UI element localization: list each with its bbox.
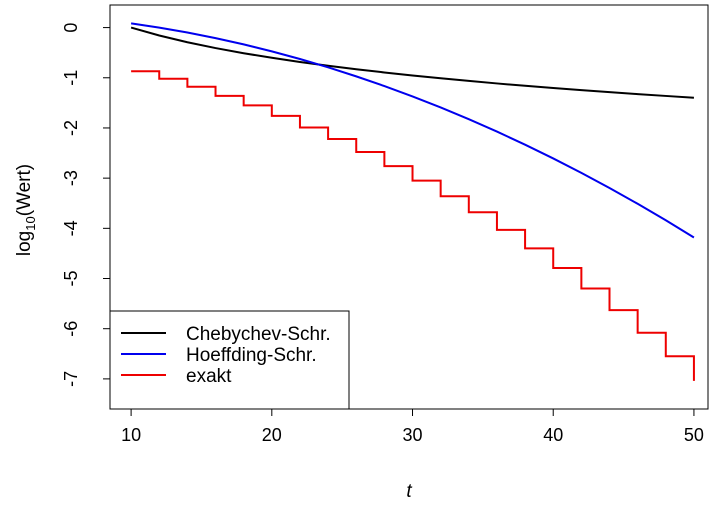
- y-axis-title-base: log: [14, 231, 35, 256]
- x-tick-label: 30: [403, 425, 423, 445]
- y-tick-label: -1: [61, 70, 81, 86]
- legend: Chebychev-Schr.Hoeffding-Schr.exakt: [109, 310, 350, 410]
- x-axis-title: t: [406, 481, 412, 502]
- y-tick-label: -2: [61, 120, 81, 136]
- legend-label: exakt: [186, 366, 232, 387]
- series-line-hoeffding-schr: [130, 22, 695, 239]
- x-tick-label: 50: [684, 425, 704, 445]
- y-tick-label: -7: [61, 371, 81, 387]
- x-tick-label: 40: [543, 425, 563, 445]
- series-line-exakt: [131, 70, 695, 381]
- y-tick-label: -6: [61, 321, 81, 337]
- y-tick-label: -4: [61, 220, 81, 236]
- legend-label: Hoeffding-Schr.: [186, 345, 317, 366]
- series-line-chebychev-schr: [130, 26, 694, 99]
- x-tick-label: 10: [121, 425, 141, 445]
- legend-box: [109, 310, 350, 410]
- legend-label: Chebychev-Schr.: [186, 324, 331, 345]
- y-axis-title-subscript: 10: [23, 216, 38, 230]
- y-tick-label: -3: [61, 170, 81, 186]
- svg-text:log10(Wert): log10(Wert): [14, 164, 38, 256]
- x-tick-label: 20: [262, 425, 282, 445]
- series-layer: [130, 22, 695, 381]
- y-tick-label: 0: [61, 23, 81, 33]
- y-axis-title: log10(Wert): [14, 164, 38, 256]
- y-axis-title-rest: (Wert): [14, 164, 35, 216]
- y-tick-label: -5: [61, 271, 81, 287]
